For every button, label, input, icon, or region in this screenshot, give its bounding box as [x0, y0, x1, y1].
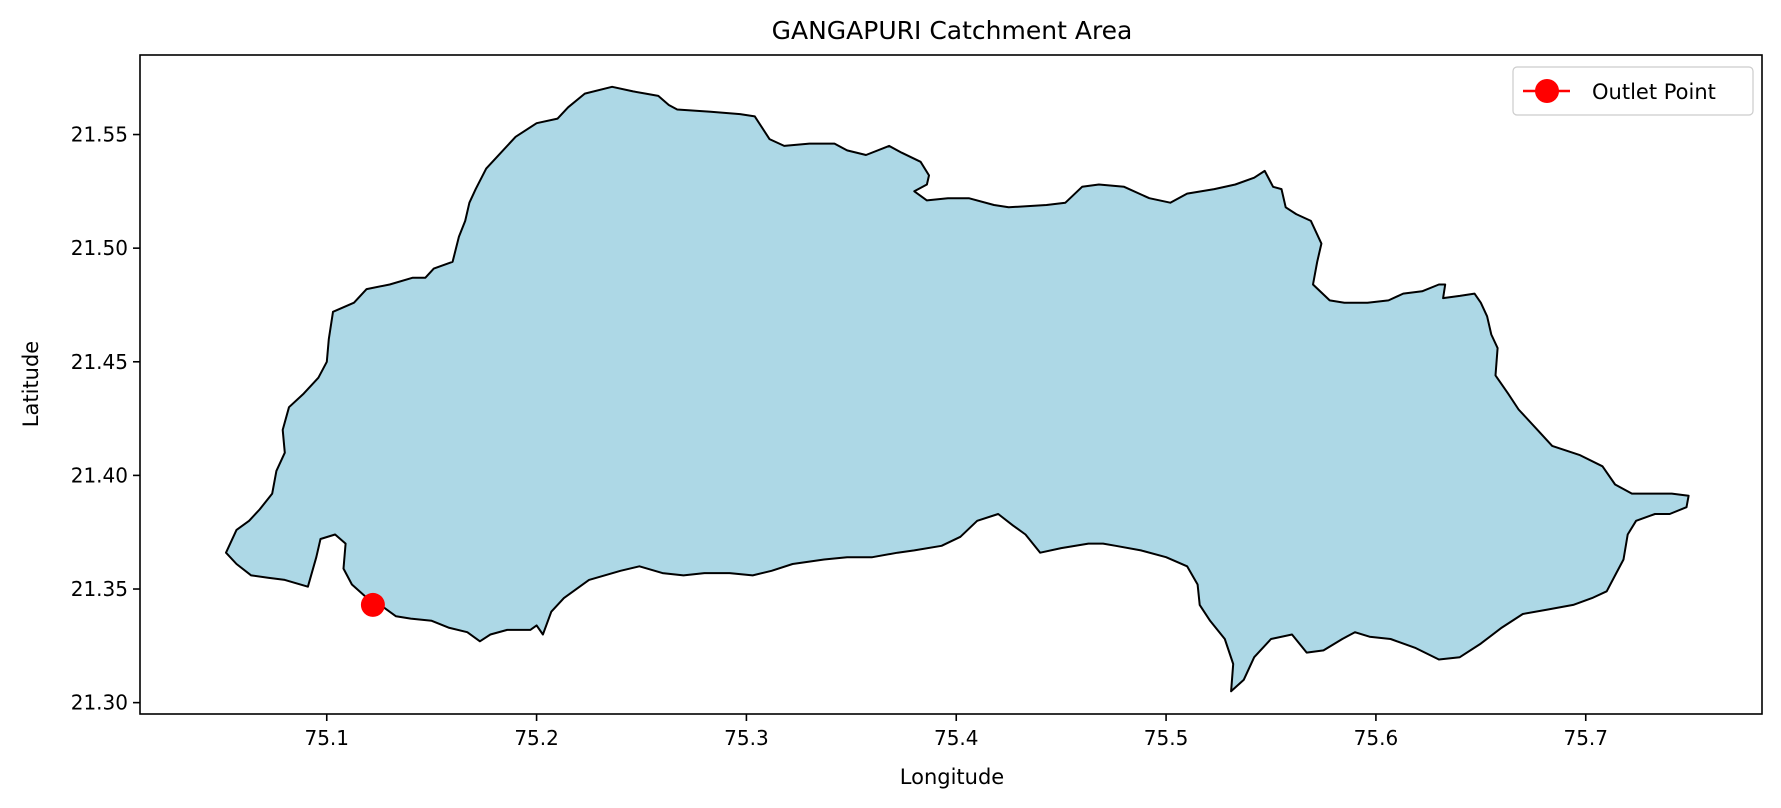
y-tick-label: 21.55	[71, 123, 128, 147]
y-tick-label: 21.40	[71, 463, 128, 487]
catchment-polygon	[225, 85, 1690, 693]
x-tick-label: 75.6	[1354, 726, 1399, 750]
x-tick-label: 75.7	[1563, 726, 1608, 750]
x-tick-label: 75.5	[1144, 726, 1189, 750]
x-axis-ticks: 75.1 75.2 75.3 75.4 75.5 75.6 75.7	[304, 714, 1608, 750]
legend-box	[1512, 66, 1754, 116]
outlet-point-marker	[360, 592, 385, 617]
y-tick-label: 21.35	[71, 577, 128, 601]
plot-area	[225, 85, 1690, 693]
x-tick-label: 75.3	[724, 726, 769, 750]
x-tick-label: 75.2	[514, 726, 559, 750]
legend: Outlet Point	[1512, 66, 1754, 116]
y-axis-label: Latitude	[19, 341, 43, 427]
chart-title: GANGAPURI Catchment Area	[772, 16, 1133, 45]
legend-label-outlet-point: Outlet Point	[1592, 80, 1716, 104]
legend-marker-swatch	[1535, 79, 1559, 103]
y-tick-label: 21.30	[71, 691, 128, 715]
x-tick-label: 75.4	[934, 726, 979, 750]
y-tick-label: 21.45	[71, 350, 128, 374]
y-axis-ticks: 21.30 21.35 21.40 21.45 21.50 21.55	[71, 123, 140, 715]
y-tick-label: 21.50	[71, 236, 128, 260]
x-axis-label: Longitude	[900, 765, 1004, 789]
x-tick-label: 75.1	[304, 726, 349, 750]
axes-frame	[139, 54, 1763, 715]
